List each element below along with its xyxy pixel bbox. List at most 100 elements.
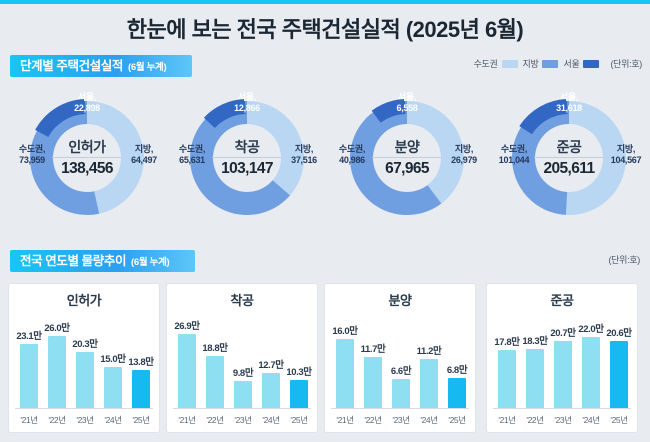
bar-chart-title: 준공	[550, 293, 574, 308]
bar-value-label: 16.0만	[332, 325, 358, 337]
donut-center: 분양 67,965	[370, 139, 444, 177]
donut-slice-seoul	[519, 99, 568, 135]
bar-x-axis-labels: '21년 '22년 '23년 '24년 '25년	[15, 412, 153, 430]
bar-rect	[234, 380, 252, 408]
bar-x-label: '24년	[104, 415, 122, 425]
bar-x-label: '23년	[234, 415, 252, 425]
donut-label-seoul: 서울, 6,558	[396, 92, 418, 113]
donut-chart-1: 인허가 138,456 수도권, 73,959 지방, 64,497 서울, 22,898	[6, 82, 168, 242]
bar-x-label: '21년	[336, 415, 354, 425]
bar-plot-area: 23.1만 26.0만 20.3만 15.0만 13.8만	[15, 310, 154, 408]
donut-slice-seoul	[371, 99, 406, 123]
section1-badge-sub: (6월 누계)	[127, 62, 167, 73]
donut-slice-sudogwon	[350, 101, 442, 215]
legend-item-seoul: 서울	[563, 57, 600, 70]
bar-chart-row: 인허가 23.1만 26.0만 20.3만 15.0만 13.8만 '21년 '22년 '23년…	[0, 283, 650, 435]
bar-value-label: 26.0만	[44, 323, 70, 335]
bar-axis-line	[493, 408, 631, 409]
donut-center-divider	[534, 157, 604, 158]
donut-svg	[350, 99, 464, 215]
donut-slice-jibang	[247, 101, 304, 196]
donut-center-divider	[212, 157, 282, 158]
bar-chart-title: 인허가	[66, 293, 102, 308]
bar-value-label: 20.3만	[72, 338, 98, 350]
bar-rect	[48, 336, 66, 408]
bar-value-label: 9.8만	[232, 367, 254, 379]
donut-label-jibang: 지방, 37,516	[291, 144, 317, 165]
bar-x-label: '24년	[262, 415, 280, 425]
legend-swatch-sudogwon	[501, 59, 518, 68]
bar-x-label: '25년	[610, 415, 628, 425]
bar-rect	[132, 369, 150, 408]
donut-center-divider	[372, 157, 442, 158]
donut-slice-sudogwon	[190, 101, 291, 215]
legend-unit: (단위:호)	[610, 59, 642, 69]
bar-rect	[526, 348, 544, 408]
donut-ring: 인허가 138,456	[17, 88, 157, 228]
page-title: 한눈에 보는 전국 주택건설실적 (2025년 6월)	[126, 17, 524, 42]
bar-value-label: 22.0만	[578, 323, 604, 335]
donut-slice-seoul	[203, 99, 246, 128]
bar-rect	[364, 357, 382, 408]
donut-center-total: 103,147	[221, 160, 273, 177]
donut-center-label: 준공	[556, 139, 582, 155]
donut-slice-jibang	[87, 101, 145, 214]
donut-center: 인허가 138,456	[50, 139, 124, 177]
donut-chart-3: 분양 67,965 수도권, 40,986 지방, 26,979 서울, 6,558	[326, 82, 488, 242]
donut-center: 착공 103,147	[210, 139, 284, 177]
bar-value-label: 6.8만	[446, 365, 468, 377]
section2-badge-title: 전국 연도별 물량추이	[20, 254, 127, 268]
bar-x-label: '21년	[178, 415, 196, 425]
legend-swatch-seoul	[583, 59, 600, 68]
bar-rect	[610, 341, 628, 408]
bar-value-label: 13.8만	[128, 356, 154, 368]
legend-label-seoul: 서울	[563, 59, 580, 69]
bar-x-label: '25년	[132, 415, 150, 425]
bar-x-axis-labels: '21년 '22년 '23년 '24년 '25년	[331, 412, 469, 430]
bar-rect	[582, 336, 600, 408]
donut-ring: 분양 67,965	[337, 88, 477, 228]
donut-slice-jibang	[565, 101, 626, 215]
bar-axis-line	[331, 408, 469, 409]
donut-label-seoul: 서울, 12,866	[234, 92, 260, 113]
bar-value-label: 18.3만	[522, 335, 548, 347]
donut-label-seoul: 서울, 22,898	[74, 92, 100, 113]
section1-badge-title: 단계별 주택건설실적	[20, 59, 123, 73]
bar-value-label: 20.7만	[550, 328, 576, 340]
bar-chart-title: 착공	[230, 293, 254, 308]
section2-unit: (단위:호)	[608, 255, 640, 265]
bar-value-label: 15.0만	[100, 353, 126, 365]
donut-svg	[511, 99, 626, 215]
donut-center-total: 67,965	[385, 160, 429, 177]
bar-rect	[206, 356, 224, 408]
bar-plot-area: 16.0만 11.7만 6.6만 11.2만 6.8만	[331, 310, 469, 408]
section1-badge: 단계별 주택건설실적 (6월 누계)	[10, 55, 193, 77]
donut-svg	[190, 99, 304, 215]
bar-x-label: '21년	[20, 415, 38, 425]
bar-plot-area: 26.9만 18.8만 9.8만 12.7만 10.3만	[173, 310, 312, 408]
bar-rect	[554, 341, 572, 408]
bar-x-label: '25년	[448, 415, 466, 425]
donut-center-label: 분양	[394, 139, 420, 155]
donut-label-jibang: 지방, 64,497	[131, 144, 157, 165]
bar-value-label: 26.9만	[174, 320, 200, 332]
bar-rect	[178, 333, 196, 408]
bar-x-label: '24년	[582, 415, 600, 425]
legend-item-sudogwon: 수도권	[474, 57, 518, 70]
bar-value-label: 23.1만	[16, 331, 42, 343]
bar-value-label: 10.3만	[286, 366, 312, 378]
legend-label-sudogwon: 수도권	[473, 59, 498, 69]
bar-rect	[290, 379, 308, 408]
donut-center: 준공 205,611	[532, 139, 606, 177]
bar-value-label: 11.7만	[360, 344, 386, 356]
donut-label-seoul: 서울, 31,618	[556, 92, 582, 113]
bar-rect	[448, 378, 466, 408]
bar-x-label: '21년	[498, 415, 516, 425]
top-accent-strip	[0, 0, 650, 4]
donut-label-sudogwon: 수도권, 73,959	[18, 144, 46, 165]
bar-plot-area: 17.8만 18.3만 20.7만 22.0만 20.6만	[493, 310, 632, 408]
legend-item-jibang: 지방	[523, 57, 559, 70]
donut-ring: 준공 205,611	[499, 88, 639, 228]
bar-rect	[20, 344, 38, 408]
donut-label-jibang: 지방, 26,979	[451, 144, 477, 165]
